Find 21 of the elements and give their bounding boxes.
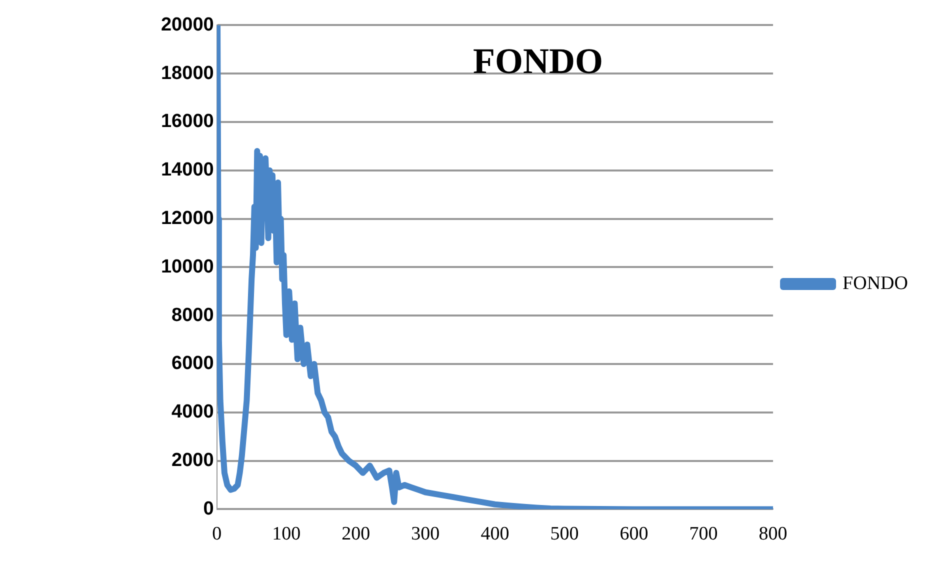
x-tick-label: 500 (550, 524, 579, 545)
y-tick-label: 6000 (172, 353, 214, 374)
x-tick-label: 100 (272, 524, 301, 545)
y-tick-label: 18000 (160, 62, 214, 84)
chart-title: FONDO (473, 40, 603, 81)
x-tick-label: 200 (342, 524, 370, 545)
y-tick-label: 12000 (160, 208, 214, 230)
x-tick-label: 300 (411, 524, 440, 545)
legend-label: FONDO (842, 272, 908, 294)
x-tick-label: 800 (758, 524, 788, 545)
y-tick-label: 14000 (160, 160, 214, 181)
y-tick-label: 8000 (172, 304, 214, 326)
y-tick-label: 0 (203, 498, 214, 520)
y-tick-label: 2000 (172, 450, 214, 472)
x-tick-label: 700 (689, 524, 718, 545)
y-tick-label: 10000 (160, 256, 214, 278)
y-tick-label: 20000 (160, 14, 214, 36)
x-tick-label: 600 (620, 524, 648, 545)
y-tick-label: 16000 (160, 111, 214, 132)
y-tick-label: 4000 (172, 402, 214, 423)
x-tick-label: 400 (480, 524, 510, 545)
